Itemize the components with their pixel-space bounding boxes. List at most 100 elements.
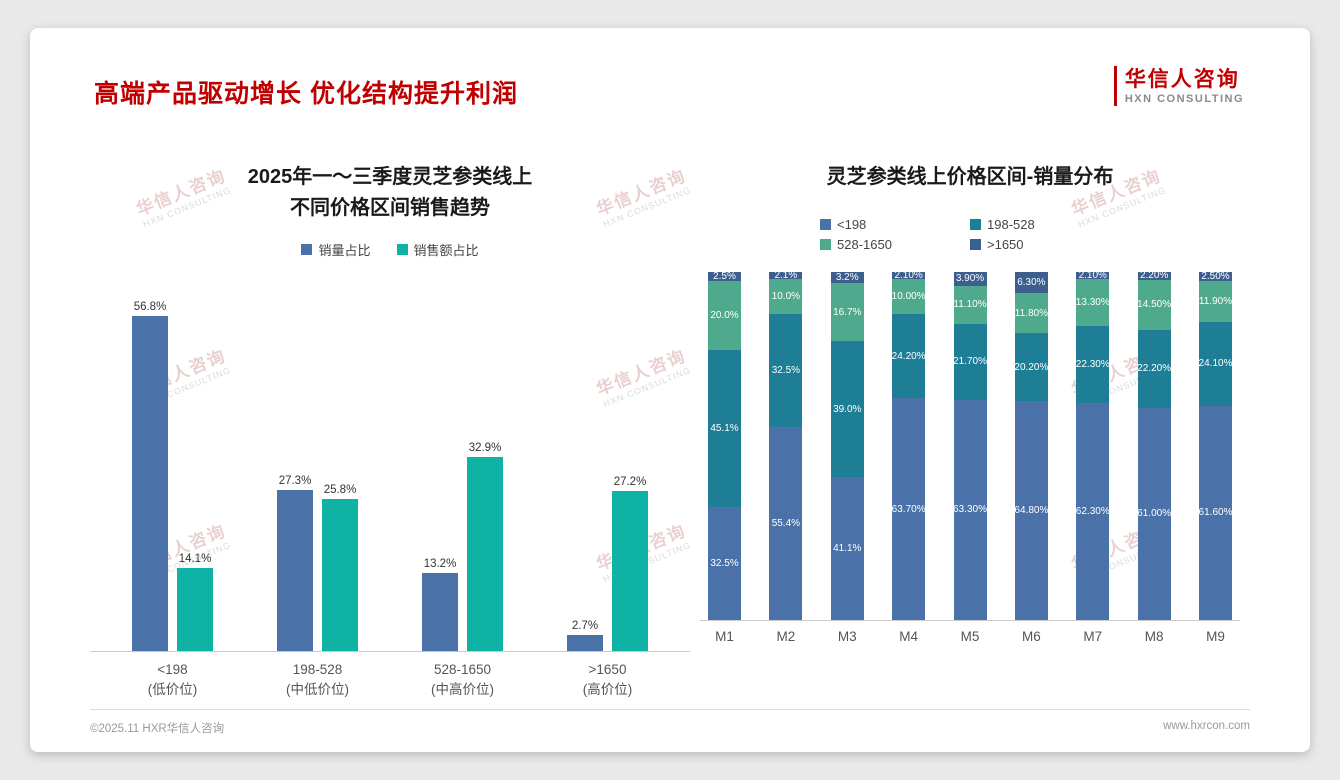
bar-segment: 16.7%	[830, 283, 864, 342]
legend-item: 销量占比	[301, 240, 371, 259]
x-axis-label: M9	[1206, 629, 1225, 644]
bar-segment: 39.0%	[830, 341, 864, 477]
stacked-bar: 3.90% 11.10% 21.70% 63.30%	[953, 272, 987, 620]
bar-segment: 22.30%	[1076, 325, 1110, 404]
slide-card: 华信人咨询 HXN CONSULTING 华信人咨询 HXN CONSULTING 华信…	[30, 28, 1310, 752]
bar	[567, 635, 603, 651]
slide-footer: ©2025.11 HXR华信人咨询 www.hxrcon.com	[90, 709, 1250, 736]
legend-label: <198	[837, 217, 867, 232]
footer-copyright: ©2025.11 HXR华信人咨询	[90, 723, 225, 735]
legend-swatch	[970, 219, 981, 230]
bar-segment: 45.1%	[708, 350, 741, 507]
x-axis-label: M3	[837, 629, 857, 644]
legend-item: <198	[820, 217, 970, 232]
bar-segment: 3.2%	[830, 272, 864, 284]
bar-value-label: 2.7%	[571, 620, 599, 633]
right-chart-xaxis: M1 M2 M3 M4 M5 M6 M7 M8 M9	[700, 629, 1240, 644]
stacked-bar: 2.5% 20.0% 45.1% 32.5%	[708, 271, 741, 620]
legend-swatch	[820, 219, 831, 230]
right-chart-plot: 2.5% 20.0% 45.1% 32.5% 2.1% 10.0% 32.5% 55.4% 3.…	[700, 270, 1240, 621]
logo-bar	[1113, 66, 1117, 106]
company-logo: 华信人咨询 HXN CONSULTING	[1113, 66, 1244, 106]
right-chart: 灵芝参类线上价格区间-销量分布 <198 198-528 528-1650 >1650…	[700, 148, 1240, 699]
bar-group: 2.7% 27.2%	[535, 297, 680, 651]
bar	[612, 490, 648, 651]
bar-segment: 55.4%	[769, 427, 803, 620]
bar-segment: 6.30%	[1014, 272, 1048, 294]
bar-segment: 11.90%	[1199, 280, 1232, 323]
charts-area: 2025年一～三季度灵芝参类线上 不同价格区间销售趋势 销量占比 销售额占比 56…	[30, 148, 1310, 699]
legend-item: 528-1650	[820, 237, 970, 252]
stacked-bar: 6.30% 11.80% 20.20% 64.80%	[1014, 272, 1048, 620]
bar-segment: 2.10%	[1076, 270, 1110, 281]
x-axis-label: 528-1650 (中高价位)	[431, 662, 494, 697]
bar-segment: 13.30%	[1076, 279, 1110, 326]
footer-url: www.hxrcon.com	[1163, 720, 1250, 732]
stacked-bar: 2.10% 10.00% 24.20% 63.70%	[892, 270, 926, 620]
bar-segment: 62.30%	[1076, 403, 1110, 620]
bar-segment: 3.90%	[953, 272, 987, 286]
slide-title: 高端产品驱动增长 优化结构提升利润	[94, 80, 518, 108]
stacked-bar: 2.1% 10.0% 32.5% 55.4%	[769, 270, 803, 620]
x-axis-label: M8	[1144, 629, 1164, 644]
bar	[422, 573, 458, 651]
bar-segment: 63.70%	[892, 398, 926, 620]
x-axis-label: M2	[776, 629, 796, 644]
legend-label: 销售额占比	[413, 243, 479, 258]
bar-segment: 10.0%	[769, 279, 803, 315]
right-chart-title: 灵芝参类线上价格区间-销量分布	[826, 166, 1114, 188]
bar-value-label: 32.9%	[468, 441, 502, 454]
bar-segment: 14.50%	[1137, 279, 1171, 331]
bar	[177, 567, 213, 651]
legend-label: >1650	[987, 237, 1024, 252]
bar-segment: 2.5%	[708, 271, 741, 282]
bar-segment: 22.20%	[1137, 330, 1171, 408]
bar	[322, 498, 358, 651]
bar-segment: 11.80%	[1015, 293, 1048, 334]
left-chart-plot: 56.8% 14.1% 27.3% 25.8% 13.2% 32.9% 2.7% 27.2%	[90, 297, 690, 652]
legend-item: 198-528	[970, 217, 1120, 232]
x-axis-label: M1	[715, 629, 734, 644]
bar	[277, 489, 313, 651]
bar-group: 13.2% 32.9%	[390, 297, 535, 651]
bar-segment: 64.80%	[1014, 401, 1048, 620]
bar-segment: 32.5%	[769, 314, 803, 428]
legend-swatch	[301, 244, 313, 255]
bar-segment: 20.20%	[1014, 333, 1048, 402]
bar-segment: 2.1%	[769, 270, 803, 281]
left-chart-title-line1: 2025年一～三季度灵芝参类线上	[247, 166, 533, 188]
bar-segment: 32.5%	[708, 507, 741, 620]
logo-en-text: HXN CONSULTING	[1124, 92, 1244, 105]
right-chart-legend: <198 198-528 528-1650 >1650	[820, 217, 1120, 252]
bar	[467, 456, 503, 651]
bar-value-label: 56.8%	[133, 300, 167, 313]
logo-cn-text: 华信人咨询	[1124, 68, 1240, 92]
stacked-bar: 2.50% 11.90% 24.10% 61.60%	[1199, 271, 1232, 620]
bar-segment: 24.20%	[892, 314, 926, 399]
x-axis-label: <198 (低价位)	[147, 662, 198, 697]
bar-segment: 63.30%	[953, 399, 987, 620]
bar-segment: 2.20%	[1137, 270, 1171, 281]
legend-label: 198-528	[987, 217, 1035, 232]
bar-value-label: 27.2%	[613, 475, 647, 488]
bar-segment: 10.00%	[892, 279, 926, 315]
legend-swatch	[970, 239, 981, 250]
left-chart: 2025年一～三季度灵芝参类线上 不同价格区间销售趋势 销量占比 销售额占比 56…	[90, 148, 690, 699]
x-axis-label: M6	[1021, 629, 1041, 644]
bar-value-label: 13.2%	[423, 558, 457, 571]
legend-label: 销量占比	[318, 243, 371, 258]
x-axis-label: M4	[899, 629, 918, 644]
bar-value-label: 14.1%	[178, 552, 212, 565]
bar-segment: 61.00%	[1137, 407, 1171, 620]
bar-segment: 41.1%	[830, 477, 864, 620]
left-chart-legend: 销量占比 销售额占比	[90, 240, 690, 259]
left-chart-title: 2025年一～三季度灵芝参类线上 不同价格区间销售趋势	[90, 162, 690, 224]
stacked-bar: 2.20% 14.50% 22.20% 61.00%	[1137, 270, 1171, 620]
bar-group: 56.8% 14.1%	[100, 297, 245, 651]
left-chart-title-line2: 不同价格区间销售趋势	[290, 197, 490, 219]
bar-segment: 24.10%	[1199, 322, 1232, 406]
legend-swatch	[820, 239, 831, 250]
x-axis-label: >1650 (高价位)	[582, 662, 633, 697]
stacked-bar: 3.2% 16.7% 39.0% 41.1%	[830, 272, 864, 620]
x-axis-label: M7	[1083, 629, 1103, 644]
